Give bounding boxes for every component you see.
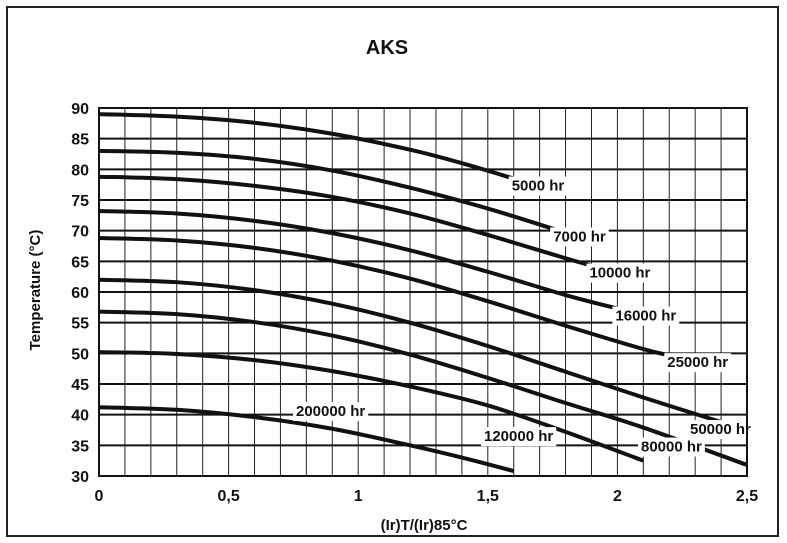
series-label: 80000 hr bbox=[641, 439, 702, 456]
series-label: 120000 hr bbox=[484, 428, 553, 445]
series-curves bbox=[98, 112, 748, 474]
series-label-bg bbox=[508, 176, 568, 196]
series-label-bg bbox=[586, 263, 654, 283]
y-tick-label: 60 bbox=[71, 285, 89, 302]
y-tick-label: 55 bbox=[71, 316, 89, 333]
series-label: 200000 hr bbox=[296, 403, 365, 420]
series-label-bg bbox=[664, 353, 732, 373]
series-curve bbox=[98, 350, 645, 463]
y-tick-label: 90 bbox=[71, 101, 89, 118]
series-curve bbox=[98, 209, 618, 311]
y-tick-label: 80 bbox=[71, 162, 89, 179]
y-tick-label: 40 bbox=[71, 408, 89, 425]
x-tick-label: 1,5 bbox=[477, 488, 499, 505]
series-curve bbox=[98, 277, 722, 424]
series-label: 16000 hr bbox=[615, 308, 676, 325]
series-curve bbox=[98, 236, 670, 358]
x-tick-label: 2 bbox=[613, 488, 622, 505]
y-axis-label: Temperature (°C) bbox=[27, 230, 44, 351]
series-label: 25000 hr bbox=[667, 354, 728, 371]
series-curve bbox=[98, 112, 515, 181]
series-label: 5000 hr bbox=[512, 178, 565, 195]
y-tick-label: 45 bbox=[71, 377, 89, 394]
plot-area-border bbox=[98, 107, 748, 477]
y-tick-label: 50 bbox=[71, 346, 89, 363]
chart-frame bbox=[6, 6, 779, 537]
x-tick-label: 0,5 bbox=[217, 488, 239, 505]
series-label: 10000 hr bbox=[589, 265, 650, 282]
series-label-bg bbox=[687, 420, 754, 440]
series-label-bg bbox=[293, 401, 369, 421]
series-label: 50000 hr bbox=[690, 421, 751, 438]
x-axis-label: (Ir)T/(Ir)85°C bbox=[381, 517, 468, 534]
x-tick-labels: 0 0,5 1 1,5 2 2,5 bbox=[95, 488, 759, 505]
x-tick-label: 1 bbox=[354, 488, 363, 505]
series-curve bbox=[98, 174, 593, 268]
x-tick-label: 2,5 bbox=[736, 488, 758, 505]
x-tick-label: 0 bbox=[95, 488, 104, 505]
y-tick-labels: 30 35 40 45 50 55 60 65 70 75 80 85 90 bbox=[71, 101, 89, 486]
y-tick-label: 30 bbox=[71, 469, 89, 486]
series-label-bg bbox=[550, 227, 609, 247]
series-labels: 5000 hr 7000 hr 10000 hr 16000 hr 25000 hr 50… bbox=[293, 176, 754, 457]
series-curve bbox=[98, 405, 515, 474]
series-label-bg bbox=[481, 427, 557, 447]
series-label: 7000 hr bbox=[553, 228, 606, 245]
chart-title: AKS bbox=[366, 37, 408, 59]
y-tick-label: 35 bbox=[71, 438, 89, 455]
series-curve bbox=[98, 309, 748, 467]
y-tick-label: 75 bbox=[71, 193, 89, 210]
series-curve bbox=[98, 148, 556, 232]
y-tick-label: 65 bbox=[71, 254, 89, 271]
y-tick-label: 85 bbox=[71, 132, 89, 149]
y-tick-label: 70 bbox=[71, 224, 89, 241]
series-label-bg bbox=[638, 437, 705, 457]
series-label-bg bbox=[612, 306, 680, 326]
